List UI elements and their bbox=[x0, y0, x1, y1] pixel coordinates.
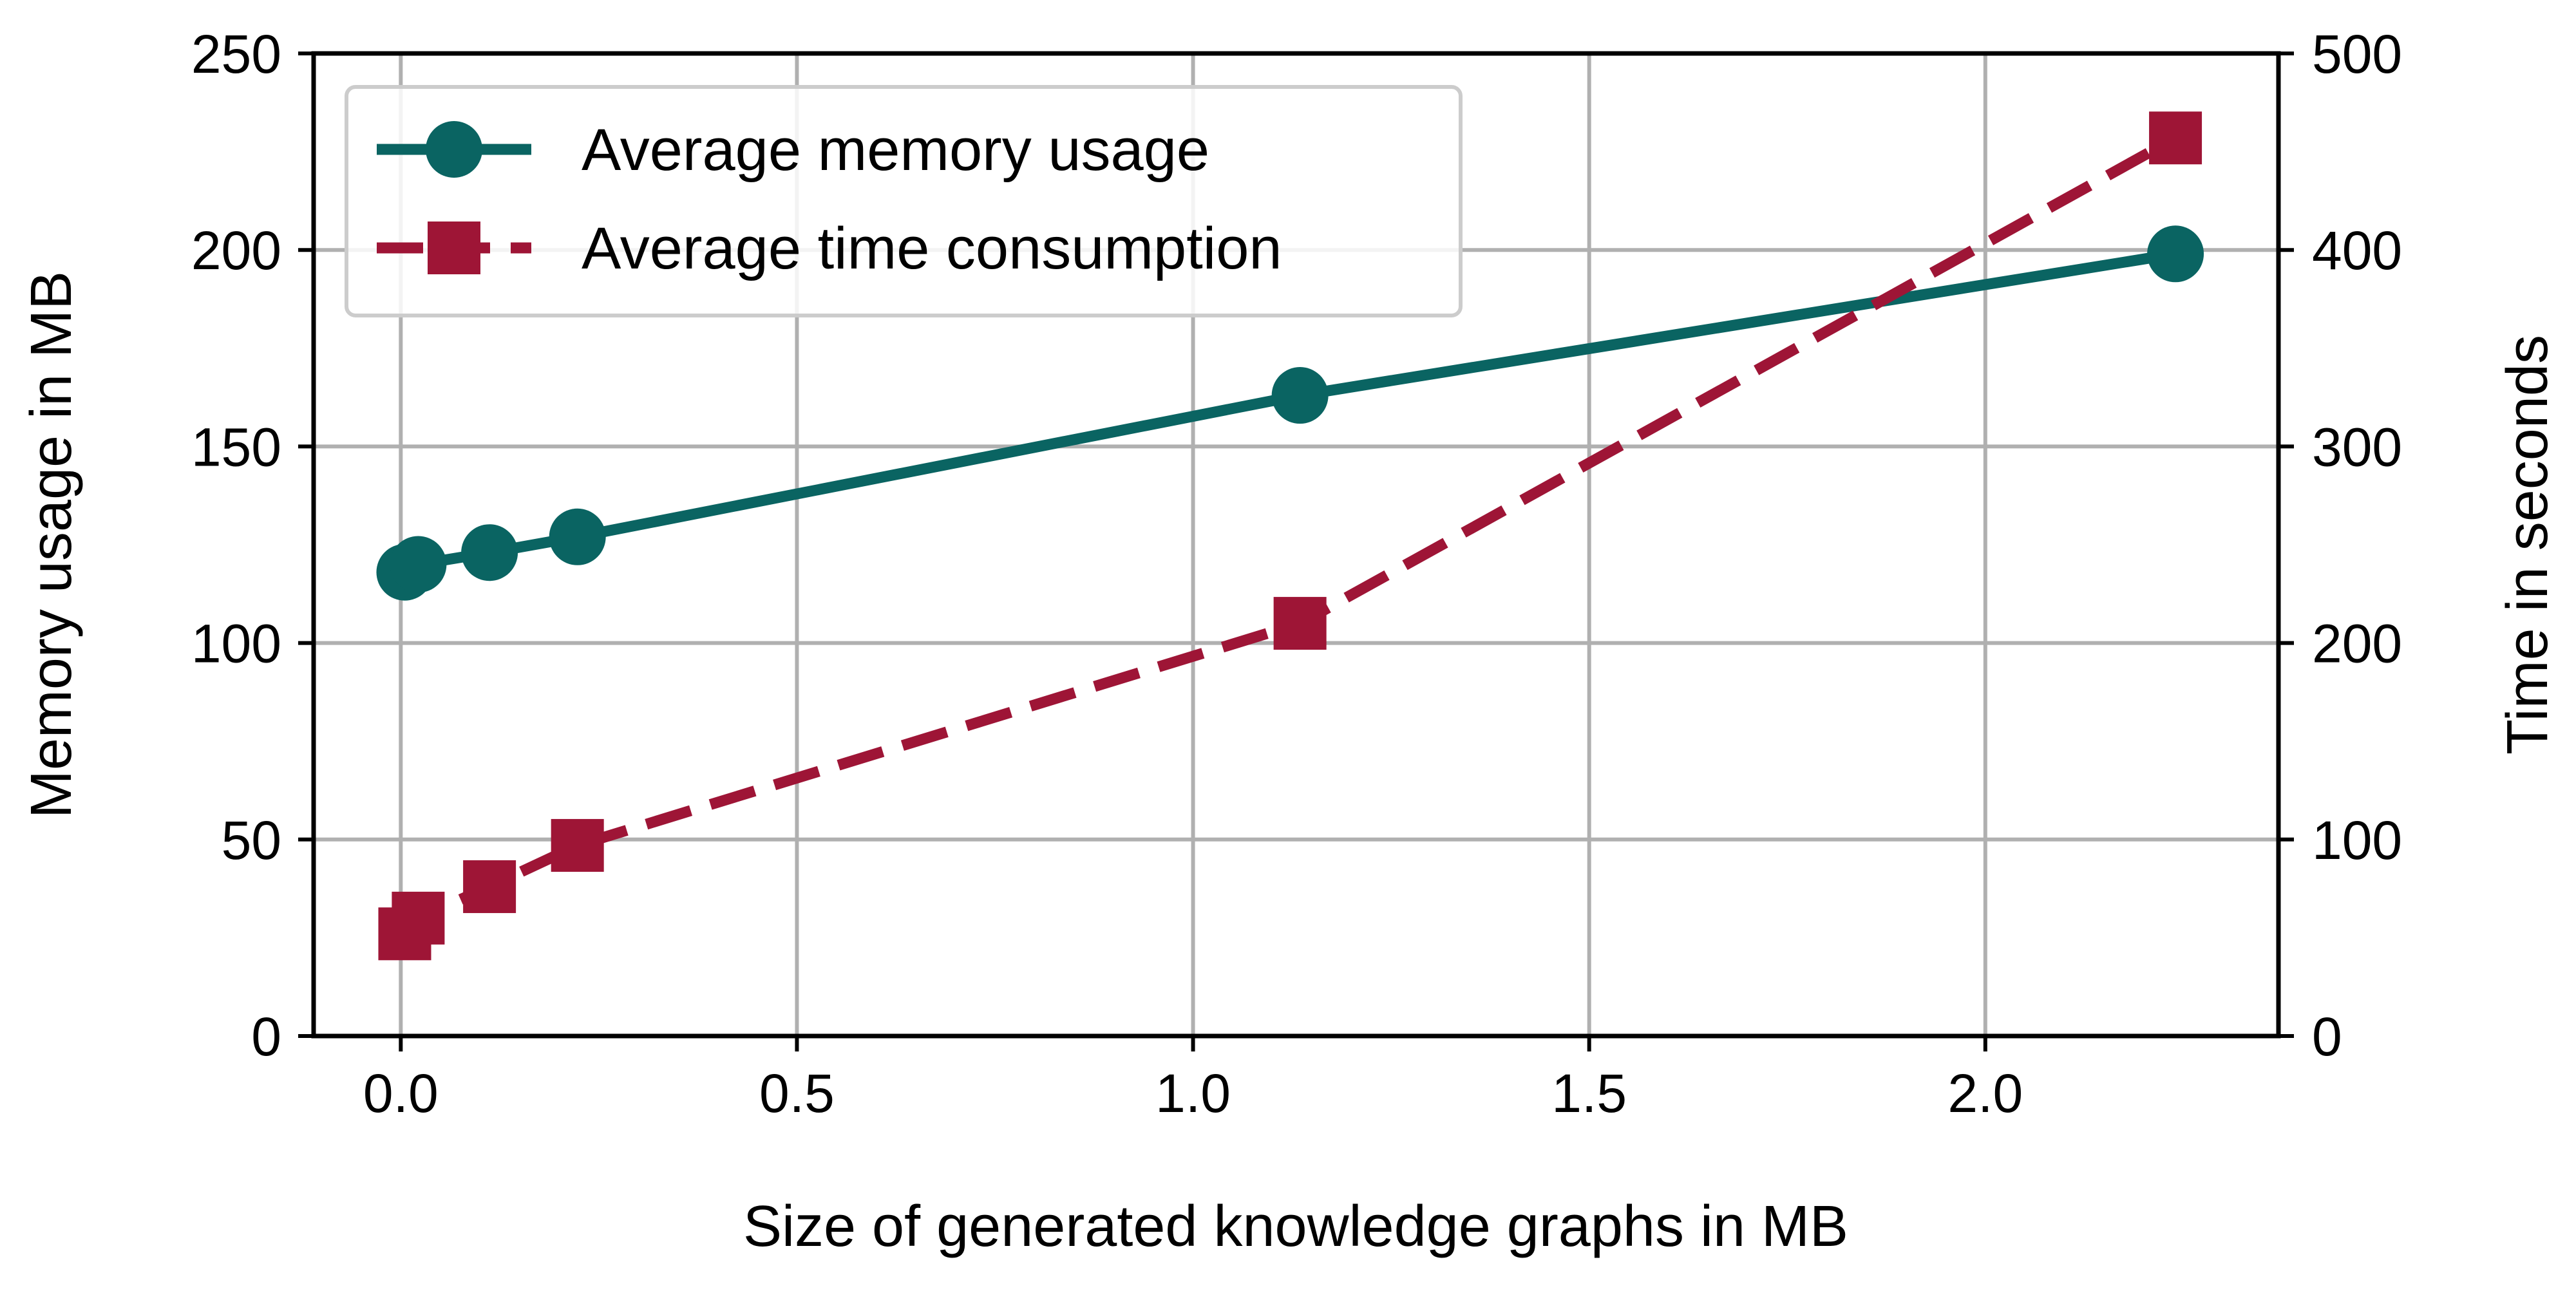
legend-label: Average memory usage bbox=[582, 117, 1209, 183]
ticks: 0.0 0.5 1.0 1.5 2.0 0 50 100 150 200 250 0 100 200 300… bbox=[191, 24, 2402, 1124]
legend-marker-square bbox=[428, 221, 480, 274]
series-layer bbox=[376, 111, 2204, 961]
legend: Average memory usage Average time consump… bbox=[345, 85, 1463, 317]
data-point-time bbox=[463, 860, 516, 914]
x-tick-label: 0.0 bbox=[363, 1063, 439, 1124]
x-tick-label: 1.0 bbox=[1155, 1063, 1231, 1124]
data-point-memory bbox=[461, 524, 518, 581]
y-left-tick-label: 250 bbox=[191, 24, 281, 84]
x-tick-label: 0.5 bbox=[759, 1063, 835, 1124]
y-left-tick-label: 0 bbox=[251, 1006, 281, 1067]
y-left-axis-label: Memory usage in MB bbox=[19, 271, 84, 818]
y-right-tick-label: 500 bbox=[2312, 24, 2402, 84]
data-point-time bbox=[392, 891, 445, 945]
data-point-memory bbox=[390, 536, 447, 593]
data-point-memory bbox=[1271, 367, 1329, 424]
y-left-tick-label: 200 bbox=[191, 220, 281, 281]
y-right-tick-label: 200 bbox=[2312, 614, 2402, 674]
legend-box bbox=[345, 85, 1463, 317]
plot-frame bbox=[311, 51, 2281, 1039]
data-point-memory bbox=[549, 508, 606, 565]
legend-marker-circle bbox=[426, 121, 482, 178]
data-point-time bbox=[1273, 597, 1327, 650]
data-point-time bbox=[551, 818, 604, 872]
y-left-tick-label: 50 bbox=[222, 810, 281, 871]
y-right-tick-label: 300 bbox=[2312, 417, 2402, 477]
y-right-axis-label: Time in seconds bbox=[2496, 335, 2560, 755]
data-point-memory bbox=[2147, 225, 2204, 283]
y-left-tick-label: 100 bbox=[191, 614, 281, 674]
y-right-tick-label: 0 bbox=[2312, 1006, 2342, 1067]
x-tick-label: 2.0 bbox=[1947, 1063, 2023, 1124]
x-axis-label: Size of generated knowledge graphs in MB bbox=[743, 1194, 1848, 1259]
legend-label: Average time consumption bbox=[582, 216, 1282, 281]
y-right-tick-label: 400 bbox=[2312, 220, 2402, 281]
x-tick-label: 1.5 bbox=[1551, 1063, 1627, 1124]
data-point-time bbox=[2149, 111, 2202, 165]
y-right-tick-label: 100 bbox=[2312, 810, 2402, 871]
y-left-tick-label: 150 bbox=[191, 417, 281, 477]
